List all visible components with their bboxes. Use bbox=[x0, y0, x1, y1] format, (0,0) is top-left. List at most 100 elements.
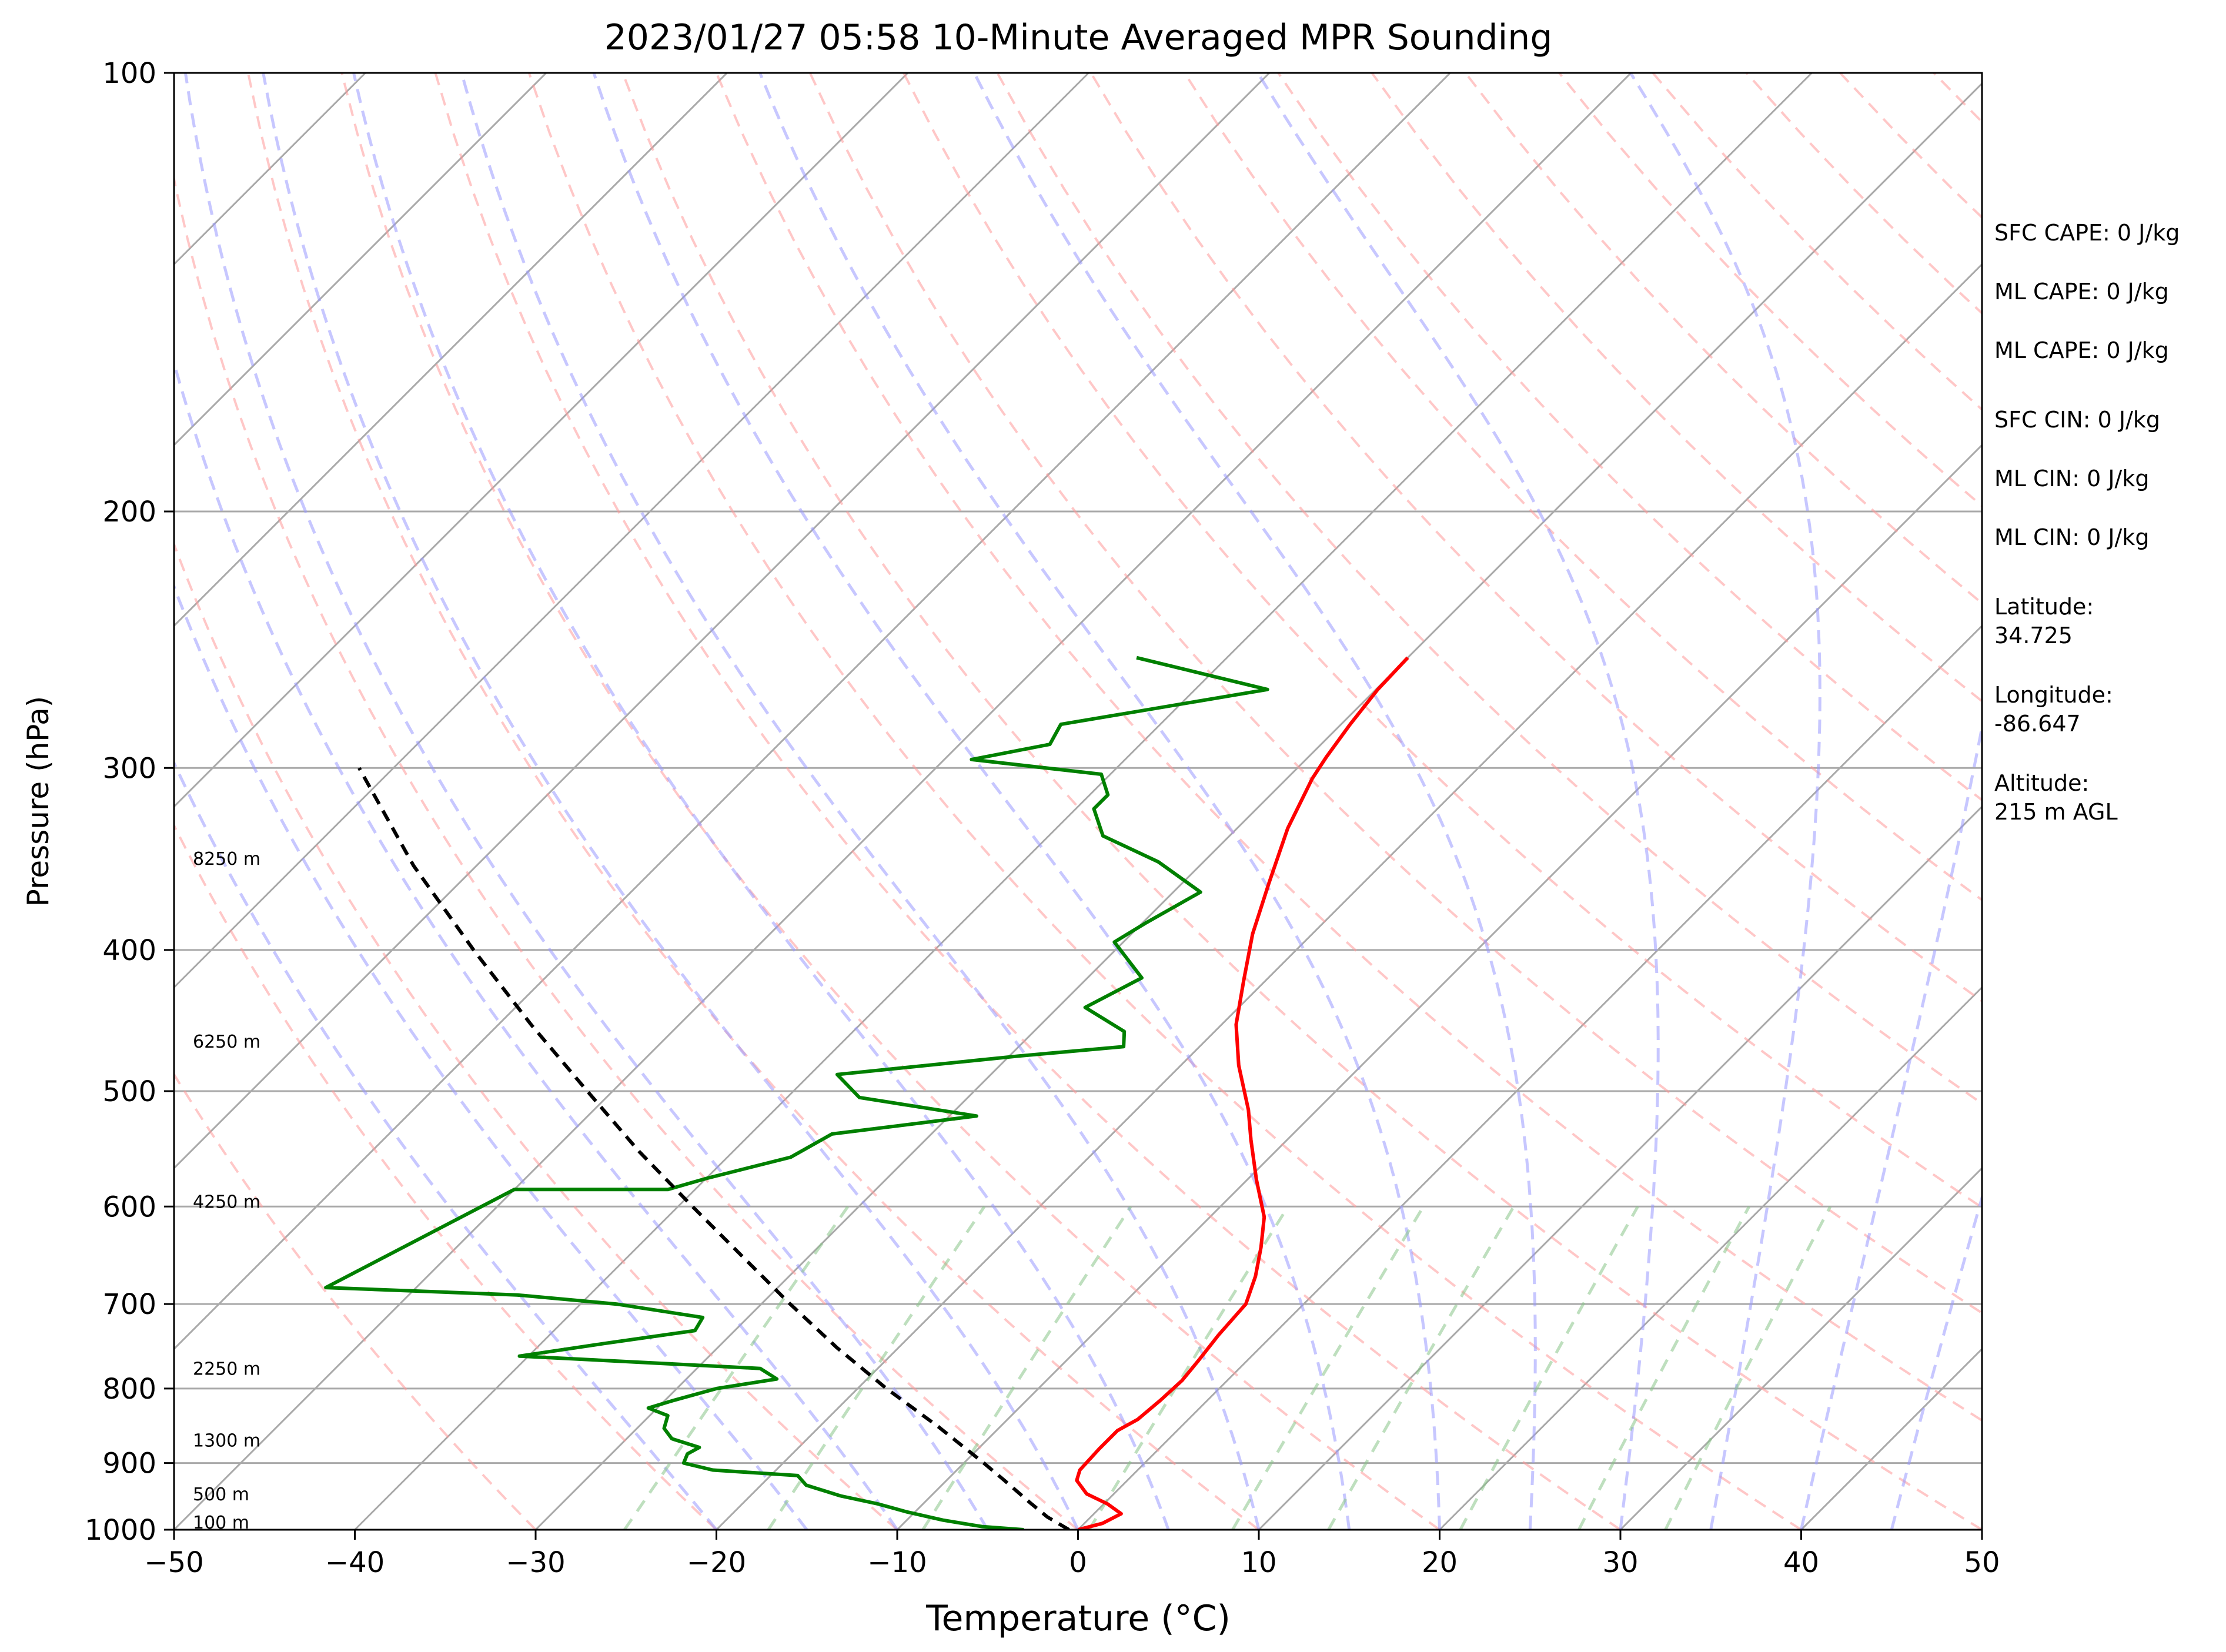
moist-adiabat bbox=[174, 760, 718, 1530]
y-tick-label: 900 bbox=[102, 1447, 156, 1480]
isotherm-line bbox=[1619, 1166, 1982, 1530]
x-tick-label: 0 bbox=[1069, 1546, 1087, 1579]
isotherm-line bbox=[534, 82, 1982, 1530]
x-tick-label: −20 bbox=[687, 1546, 746, 1579]
stat-label: ML CAPE: 0 J/kg bbox=[1994, 337, 2169, 363]
plot-frame bbox=[173, 72, 1983, 1531]
moist-adiabat bbox=[1800, 720, 1982, 1530]
stat-entry: SFC CAPE: 0 J/kg bbox=[1994, 219, 2180, 248]
moist-adiabat bbox=[174, 357, 899, 1530]
y-tick-label: 800 bbox=[102, 1373, 156, 1406]
dry-adiabat bbox=[527, 73, 1802, 1530]
x-tick-label: 30 bbox=[1602, 1546, 1638, 1579]
stat-value: -86.647 bbox=[1994, 711, 2081, 737]
mixing-ratio-line bbox=[623, 1205, 850, 1530]
x-tick-label: 40 bbox=[1783, 1546, 1819, 1579]
y-tick-label: 100 bbox=[102, 57, 156, 90]
stat-label: ML CAPE: 0 J/kg bbox=[1994, 279, 2169, 305]
chart-title: 2023/01/27 05:58 10-Minute Averaged MPR … bbox=[604, 17, 1553, 58]
x-tick-label: 10 bbox=[1241, 1546, 1276, 1579]
y-tick-label: 300 bbox=[102, 752, 156, 785]
moist-adiabat bbox=[1256, 73, 1660, 1530]
dry-adiabat bbox=[434, 73, 1622, 1530]
stat-entry: ML CIN: 0 J/kg bbox=[1994, 464, 2149, 493]
dry-adiabat bbox=[247, 73, 1260, 1530]
isotherm-line bbox=[174, 73, 909, 808]
isotherm-line bbox=[1439, 986, 1982, 1530]
isotherm-line bbox=[1077, 624, 1982, 1530]
x-tick-label: 20 bbox=[1422, 1546, 1458, 1579]
dry-adiabat bbox=[1277, 73, 1982, 802]
stat-value: 34.725 bbox=[1994, 623, 2073, 648]
dry-adiabat bbox=[996, 73, 1982, 1105]
stat-label: ML CIN: 0 J/kg bbox=[1994, 524, 2150, 550]
stat-entry: ML CIN: 0 J/kg bbox=[1994, 523, 2149, 552]
isotherm-line bbox=[174, 73, 728, 627]
x-axis-label: Temperature (°C) bbox=[925, 1598, 1231, 1639]
dry-adiabat bbox=[340, 73, 1440, 1530]
isotherm-line bbox=[174, 73, 1632, 1530]
dry-adiabat bbox=[621, 73, 1982, 1530]
mixing-ratio-line bbox=[1231, 1206, 1425, 1530]
moist-adiabat bbox=[972, 73, 1537, 1530]
x-tick-label: −30 bbox=[506, 1546, 565, 1579]
stat-label: Longitude: bbox=[1994, 682, 2113, 708]
mixing-ratio-line bbox=[1664, 1206, 1832, 1530]
x-tick-label: −40 bbox=[325, 1546, 385, 1579]
dry-adiabat bbox=[715, 73, 1982, 1422]
isotherm-line bbox=[896, 443, 1982, 1530]
height-label: 1300 m bbox=[193, 1431, 260, 1452]
dry-adiabat bbox=[174, 173, 1079, 1530]
height-label: 100 m bbox=[193, 1513, 249, 1533]
y-tick-label: 1000 bbox=[85, 1514, 156, 1547]
height-label: 8250 m bbox=[193, 849, 260, 870]
isotherm-line bbox=[716, 263, 1982, 1530]
dry-adiabat bbox=[808, 73, 1982, 1315]
stat-entry: Altitude: 215 m AGL bbox=[1994, 769, 2118, 827]
x-tick-label: −50 bbox=[144, 1546, 203, 1579]
x-tick-label: 50 bbox=[1964, 1546, 2000, 1579]
mixing-ratio-line bbox=[1327, 1206, 1515, 1530]
stat-value: 215 m AGL bbox=[1994, 799, 2118, 825]
dry-adiabat bbox=[1089, 73, 1982, 1003]
moist-adiabat bbox=[183, 73, 989, 1530]
dry-adiabat bbox=[903, 73, 1982, 1209]
y-tick-label: 200 bbox=[102, 496, 156, 529]
y-axis-label: Pressure (hPa) bbox=[21, 696, 55, 907]
isotherm-line bbox=[354, 73, 1813, 1530]
parcel-profile-line bbox=[357, 767, 1070, 1530]
y-tick-label: 400 bbox=[102, 934, 156, 967]
isotherm-line bbox=[174, 73, 1451, 1350]
mixing-ratio-line bbox=[1459, 1206, 1639, 1530]
moist-adiabat bbox=[1629, 73, 1821, 1530]
isotherm-line bbox=[174, 73, 1089, 989]
stat-entry: ML CAPE: 0 J/kg bbox=[1994, 336, 2169, 365]
isotherm-line bbox=[174, 73, 547, 447]
height-label: 2250 m bbox=[193, 1359, 260, 1380]
dry-adiabat bbox=[174, 541, 898, 1530]
height-label: 4250 m bbox=[193, 1192, 260, 1212]
stat-entry: Latitude: 34.725 bbox=[1994, 593, 2094, 650]
y-tick-label: 700 bbox=[102, 1288, 156, 1321]
moist-adiabat bbox=[352, 73, 1170, 1530]
isotherm-line bbox=[1258, 805, 1982, 1530]
isotherm-line bbox=[174, 73, 1271, 1170]
y-tick-label: 600 bbox=[102, 1190, 156, 1223]
mixing-ratio-line bbox=[921, 1205, 1132, 1530]
mixing-ratio-line bbox=[1577, 1206, 1751, 1530]
height-label: 500 m bbox=[193, 1484, 249, 1505]
stat-entry: Longitude: -86.647 bbox=[1994, 681, 2113, 738]
moist-adiabat bbox=[262, 73, 1079, 1530]
height-label: 6250 m bbox=[193, 1032, 260, 1052]
stat-label: Latitude: bbox=[1994, 594, 2094, 620]
stat-label: ML CIN: 0 J/kg bbox=[1994, 466, 2150, 491]
temperature-profile-line bbox=[1075, 656, 1409, 1530]
y-tick-label: 500 bbox=[102, 1075, 156, 1108]
x-tick-label: −10 bbox=[867, 1546, 927, 1579]
stat-label: SFC CIN: 0 J/kg bbox=[1994, 407, 2161, 433]
stat-entry: ML CAPE: 0 J/kg bbox=[1994, 277, 2169, 306]
dewpoint-profile-line bbox=[324, 656, 1269, 1530]
moist-adiabat bbox=[460, 73, 1261, 1530]
moist-adiabat bbox=[758, 73, 1441, 1530]
